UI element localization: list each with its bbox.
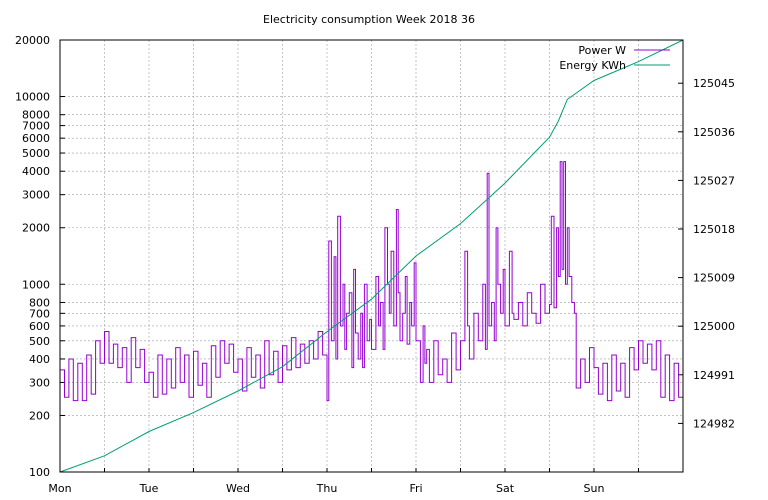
grid [59, 39, 684, 473]
y-left-tick-label: 200 [29, 409, 50, 422]
y-left-tick-label: 1000 [22, 278, 50, 291]
legend: Power W Energy KWh [559, 44, 670, 72]
y-left-tick-label: 100 [29, 466, 50, 479]
y-left-tick-label: 20000 [15, 34, 50, 47]
y-right-tick-label: 124982 [693, 417, 735, 430]
plot-frame [59, 39, 684, 473]
legend-label: Power W [578, 44, 626, 57]
x-tick-label: Mon [48, 482, 71, 495]
y-right-tick-label: 125009 [693, 272, 735, 285]
y-left-tick-label: 6000 [22, 132, 50, 145]
legend-label: Energy KWh [559, 59, 626, 72]
y-left-tick-label: 800 [29, 296, 50, 309]
y-right-tick-label: 125036 [693, 126, 735, 139]
y-right-tick-label: 124991 [693, 369, 735, 382]
y-left-tick-label: 2000 [22, 222, 50, 235]
y-right-tick-label: 125027 [693, 174, 735, 187]
y-left-tick-label: 4000 [22, 165, 50, 178]
y-left-tick-label: 8000 [22, 109, 50, 122]
y-left-tick-label: 5000 [22, 147, 50, 160]
series-line-energy-kwh [59, 39, 684, 473]
y-left-tick-label: 500 [29, 335, 50, 348]
y-left-tick-label: 700 [29, 307, 50, 320]
series-line-power-w [60, 161, 684, 402]
y-left-tick-label: 3000 [22, 189, 50, 202]
y-left-tick-label: 7000 [22, 120, 50, 133]
y-left-tick-label: 10000 [15, 91, 50, 104]
y-right-tick-label: 125018 [693, 223, 735, 236]
y-left-tick-label: 300 [29, 376, 50, 389]
x-tick-label: Fri [409, 482, 422, 495]
series [59, 39, 684, 473]
x-tick-label: Wed [226, 482, 250, 495]
y-right-tick-label: 125000 [693, 320, 735, 333]
y-right-tick-label: 125045 [693, 77, 735, 90]
x-tick-label: Thu [316, 482, 338, 495]
chart-title: Electricity consumption Week 2018 36 [263, 13, 475, 26]
axes: Mon Tue Wed Thu Fri Sat Sun1002003004005006007… [15, 34, 735, 495]
x-tick-label: Tue [139, 482, 159, 495]
x-tick-label: Sat [496, 482, 515, 495]
y-left-tick-label: 600 [29, 320, 50, 333]
x-tick-label: Sun [584, 482, 605, 495]
y-left-tick-label: 400 [29, 353, 50, 366]
